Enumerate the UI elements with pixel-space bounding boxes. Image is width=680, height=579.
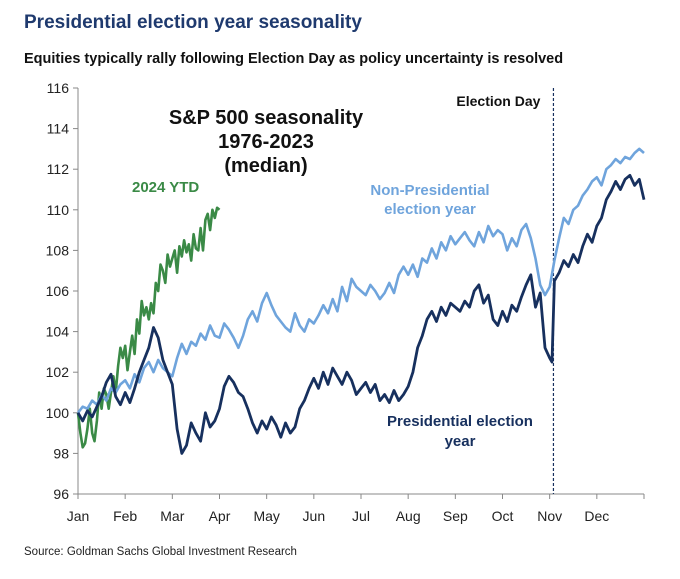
presidential-annotation: year — [445, 433, 476, 450]
x-tick-label: May — [253, 508, 279, 524]
election-day-label: Election Day — [456, 93, 540, 109]
y-tick-label: 116 — [47, 80, 70, 96]
y-axis-ticks: 96 98 100 102 104 106 108 110 112 114 116 — [46, 80, 78, 502]
y-tick-label: 110 — [47, 202, 70, 218]
x-tick-label: Mar — [160, 508, 184, 524]
y-tick-label: 106 — [46, 283, 70, 299]
ytd-2024-line — [76, 206, 221, 449]
y-tick-label: 100 — [46, 405, 70, 421]
y-tick-label: 102 — [46, 364, 70, 380]
y-tick-label: 114 — [47, 121, 70, 137]
y-tick-label: 108 — [46, 242, 70, 258]
y-tick-label: 96 — [53, 486, 69, 502]
chart-title-line: (median) — [224, 155, 307, 177]
ytd-annotation: 2024 YTD — [132, 179, 199, 196]
x-tick-label: Jul — [352, 508, 370, 524]
chart-title-line: S&P 500 seasonality — [169, 107, 364, 129]
non-presidential-annotation: election year — [384, 201, 476, 218]
x-tick-label: Nov — [537, 508, 562, 524]
non-presidential-annotation: Non-Presidential — [370, 182, 489, 199]
x-tick-label: Oct — [492, 508, 514, 524]
chart-title-line: 1976-2023 — [218, 131, 314, 153]
y-tick-label: 112 — [47, 161, 70, 177]
x-tick-label: Sep — [443, 508, 468, 524]
series-lines — [76, 147, 646, 455]
non-presidential-line — [76, 147, 645, 414]
presidential-annotation: Presidential election — [387, 413, 533, 430]
x-tick-label: Jan — [67, 508, 90, 524]
y-tick-label: 98 — [53, 445, 69, 461]
x-axis-ticks: Jan Feb Mar Apr May Jun Jul Aug Sep Oct Nov Dec — [67, 494, 645, 524]
presidential-line — [76, 173, 646, 455]
source-note: Source: Goldman Sachs Global Investment … — [24, 546, 297, 558]
x-tick-label: Apr — [209, 508, 231, 524]
page-title: Presidential election year seasonality — [24, 12, 362, 33]
page-subtitle: Equities typically rally following Elect… — [24, 51, 564, 67]
x-tick-label: Jun — [303, 508, 326, 524]
y-tick-label: 104 — [46, 324, 70, 340]
x-tick-label: Feb — [113, 508, 137, 524]
x-tick-label: Aug — [396, 508, 421, 524]
x-tick-label: Dec — [584, 508, 609, 524]
